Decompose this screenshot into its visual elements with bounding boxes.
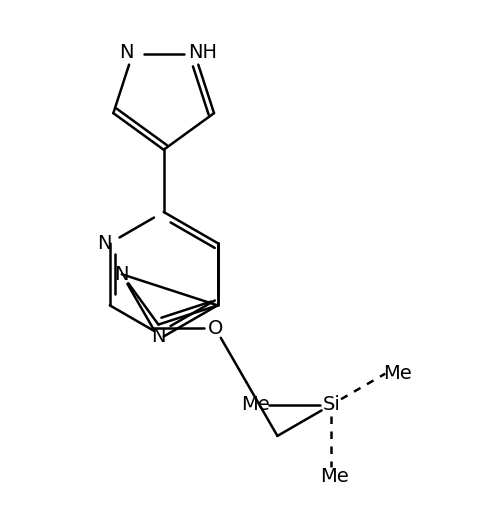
Text: Me: Me (383, 364, 412, 383)
Text: O: O (207, 319, 223, 338)
Text: N: N (119, 43, 134, 62)
Text: N: N (114, 265, 129, 284)
Text: Me: Me (320, 467, 349, 486)
Text: Me: Me (241, 395, 270, 414)
Text: N: N (98, 233, 112, 253)
Text: NH: NH (188, 43, 217, 62)
Text: Si: Si (322, 395, 340, 414)
Text: N: N (151, 327, 166, 346)
